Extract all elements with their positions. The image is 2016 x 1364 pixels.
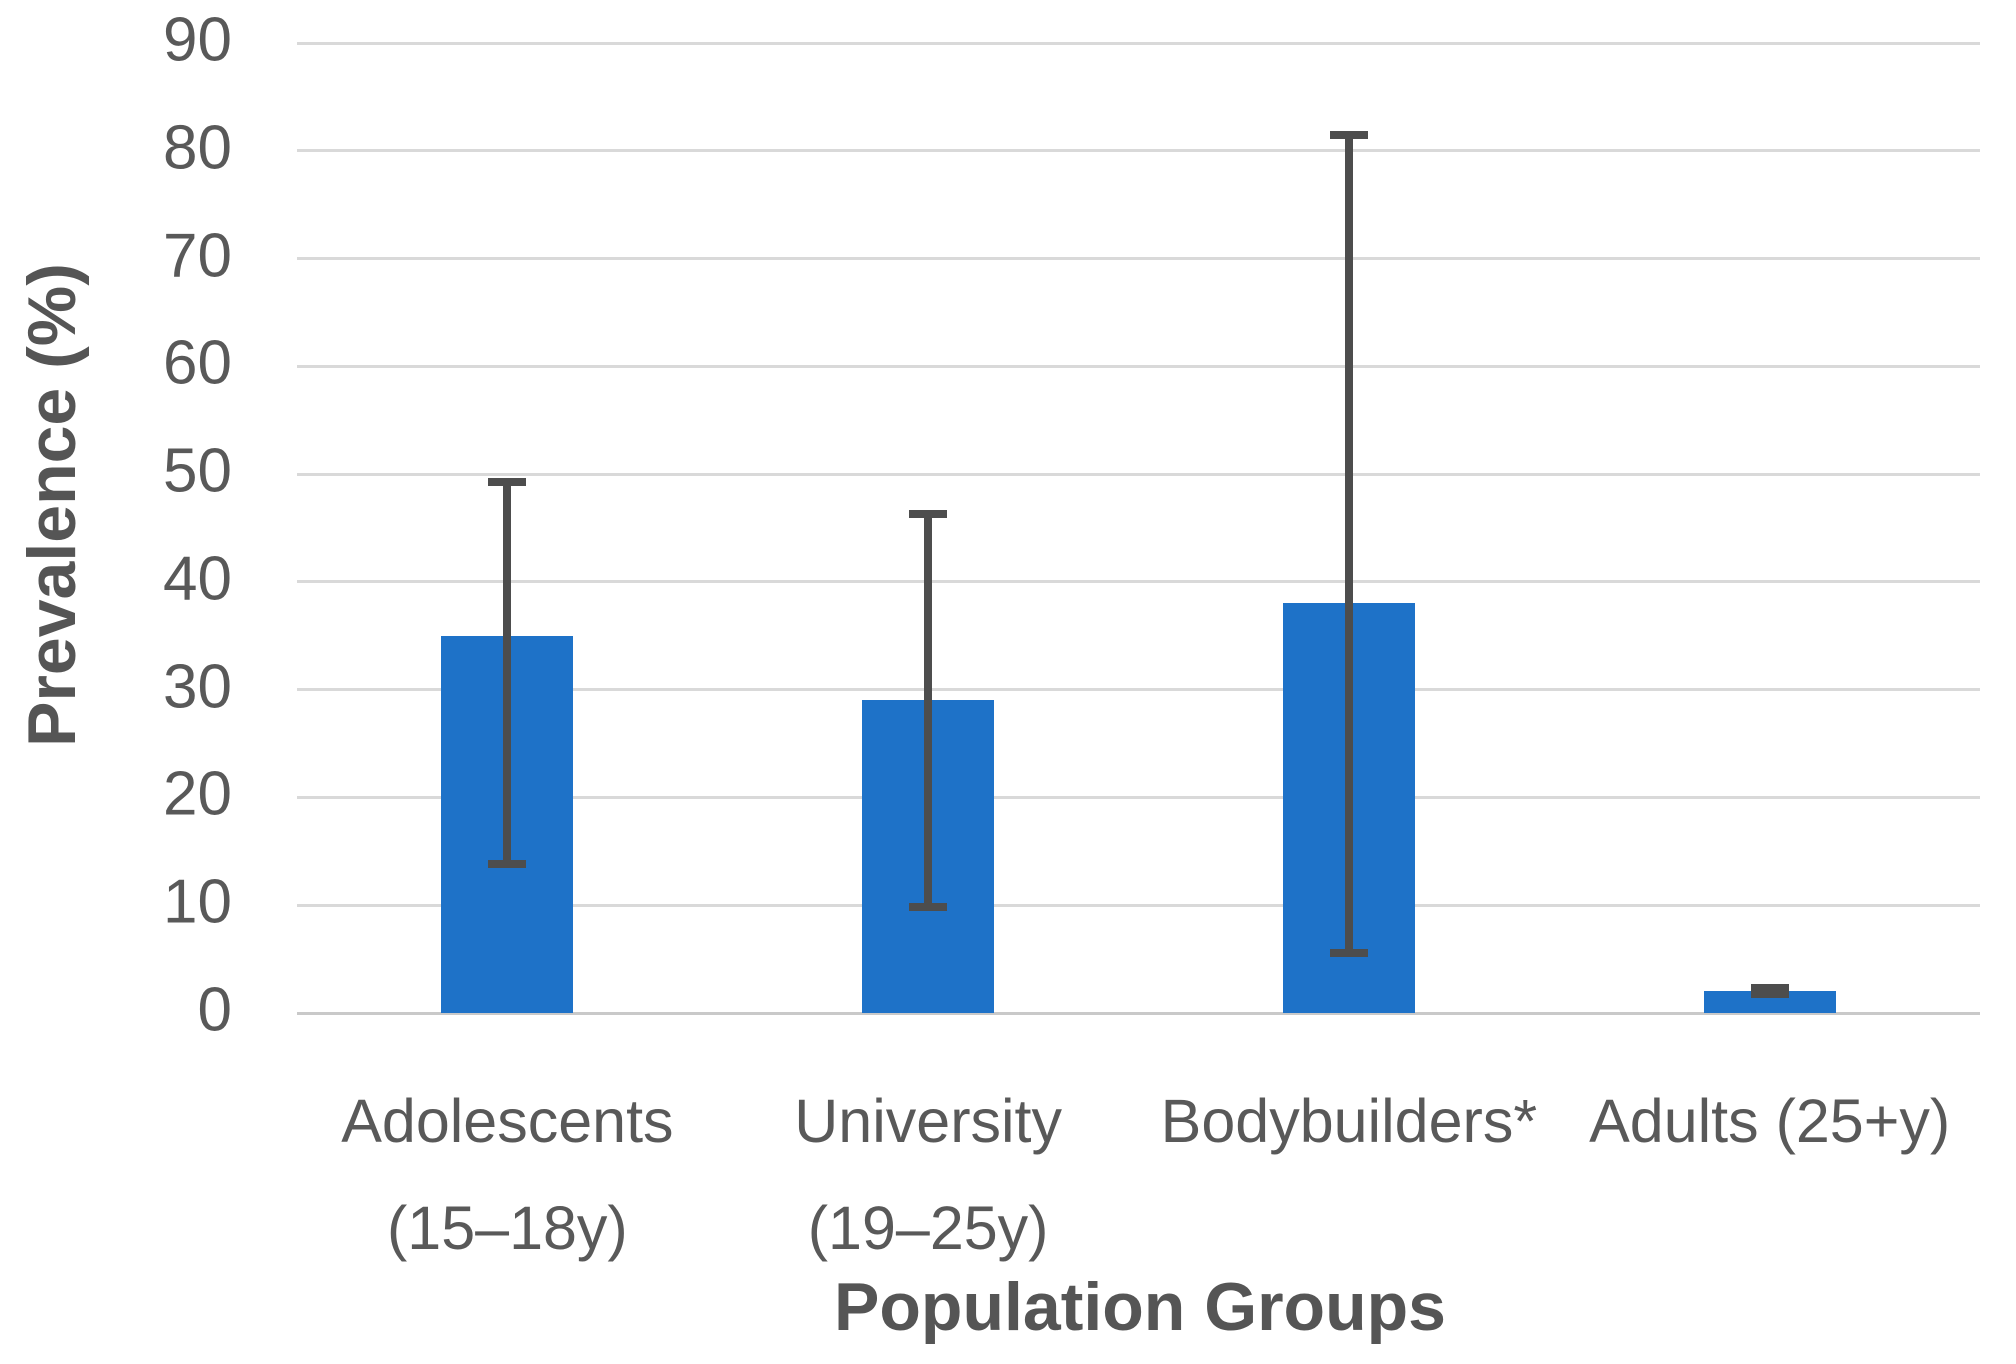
error-bar-cap-top-bodybuilders [1329,130,1368,139]
error-bar-line-university-19-25y [924,513,933,908]
gridline [297,149,1980,153]
gridline [297,41,1980,45]
y-tick-label: 90 [163,5,232,75]
gridline [297,903,1980,907]
x-tick-label-adults-25-y: Adults (25+y) [1539,1068,2000,1175]
gridline [297,472,1980,476]
x-tick-label-bodybuilders: Bodybuilders* [1119,1068,1580,1175]
gridline [297,580,1980,584]
error-bar-cap-bottom-adults-25-y [1750,989,1789,998]
x-tick-label-line: Adolescents [341,1087,674,1155]
x-tick-label-line: (15–18y) [386,1194,628,1262]
x-axis-title: Population Groups [834,1269,1446,1345]
x-tick-label-line: University [794,1087,1063,1155]
bar-adults-25-y [1703,991,1836,1013]
y-tick-label: 0 [197,975,232,1045]
gridline [297,795,1980,799]
x-axis-line [297,1011,1980,1015]
error-bar-cap-bottom-adolescents-15-18y [488,860,527,869]
y-tick-label: 30 [163,652,232,722]
gridline [297,364,1980,368]
x-tick-label-line: Bodybuilders* [1160,1087,1538,1155]
x-tick-label-line: Adults (25+y) [1589,1087,1951,1155]
error-bar-cap-top-university-19-25y [909,509,948,518]
gridline [297,688,1980,692]
y-tick-label: 50 [163,436,232,506]
error-bar-cap-top-adults-25-y [1750,984,1789,993]
x-tick-label-line: (19–25y) [807,1194,1049,1262]
x-tick-label-adolescents-15-18y: Adolescents (15–18y) [277,1068,738,1282]
y-tick-label: 70 [163,221,232,291]
error-bar-line-bodybuilders [1344,134,1353,953]
error-bar-cap-bottom-bodybuilders [1329,948,1368,957]
y-tick-label: 10 [163,867,232,937]
x-tick-label-university-19-25y: University (19–25y) [698,1068,1159,1282]
error-bar-cap-bottom-university-19-25y [909,903,948,912]
y-tick-label: 40 [163,544,232,614]
gridline [297,257,1980,261]
y-tick-label: 60 [163,328,232,398]
y-tick-label: 80 [163,113,232,183]
y-tick-label: 20 [163,759,232,829]
error-bar-line-adolescents-15-18y [503,481,512,865]
error-bar-cap-top-adolescents-15-18y [488,477,527,486]
